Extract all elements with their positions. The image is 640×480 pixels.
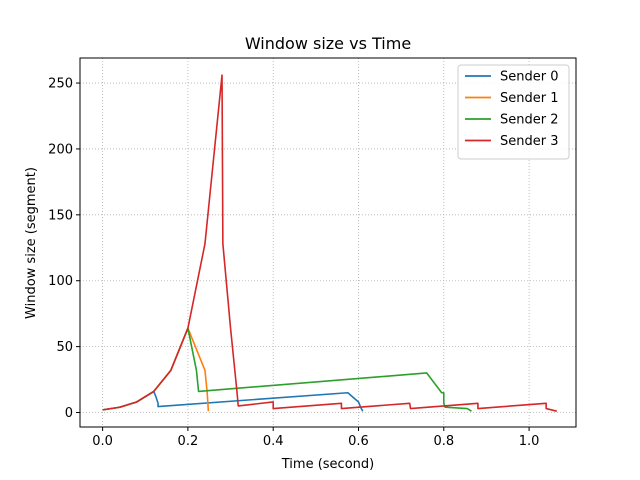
legend-box <box>457 64 570 160</box>
x-tick-label: 0.2 <box>178 434 199 449</box>
axis-ticks: 0.0 0.2 0.4 0.6 0.8 1.0 0 50 100 150 200 250 <box>48 77 539 449</box>
x-tick-label: 0.8 <box>433 434 454 449</box>
series-line-sender-3 <box>102 74 558 412</box>
x-tick-label: 0.4 <box>263 434 284 449</box>
y-tick-label: 100 <box>48 274 73 289</box>
x-axis-label: Time (second) <box>281 457 374 472</box>
legend-entry-label: Sender 3 <box>500 134 559 149</box>
y-tick-label: 50 <box>56 340 73 355</box>
legend-entry-label: Sender 0 <box>500 70 559 85</box>
series-lines <box>102 74 558 412</box>
legend-entry-label: Sender 2 <box>500 113 559 128</box>
x-tick-label: 1.0 <box>519 434 540 449</box>
x-tick-label: 0.6 <box>348 434 369 449</box>
x-tick-label: 0.0 <box>92 434 113 449</box>
legend: Sender 0 Sender 1 Sender 2 Sender 3 <box>457 64 570 160</box>
legend-entry-label: Sender 1 <box>500 91 559 106</box>
plot-frame <box>79 57 577 428</box>
y-tick-label: 150 <box>48 208 73 223</box>
y-tick-label: 200 <box>48 142 73 157</box>
y-tick-label: 250 <box>48 77 73 92</box>
y-axis-label: Window size (segment) <box>24 167 39 319</box>
y-tick-label: 0 <box>65 406 73 421</box>
chart-title: Window size vs Time <box>245 34 411 53</box>
